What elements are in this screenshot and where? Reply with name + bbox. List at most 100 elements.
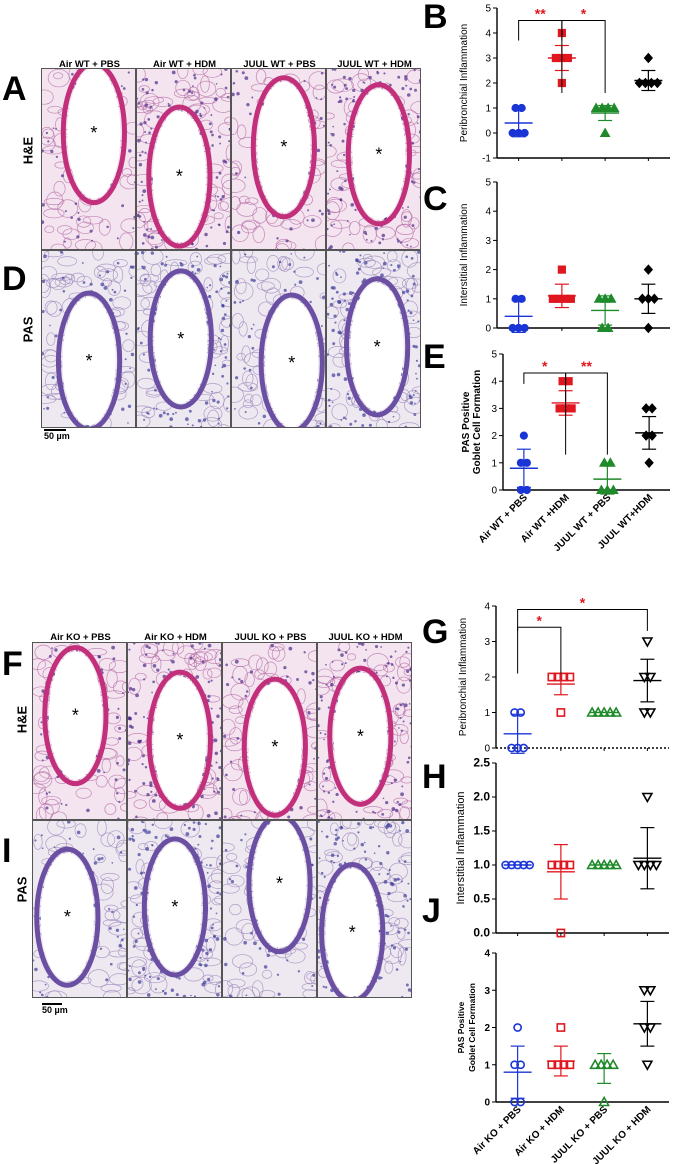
data-point <box>565 672 575 682</box>
data-point <box>644 985 657 997</box>
y-tick-label: 2 <box>484 673 490 684</box>
svg-text:*: * <box>72 706 79 726</box>
data-point <box>556 708 566 717</box>
row-label-he: H&E <box>20 136 36 165</box>
data-point <box>519 743 529 753</box>
y-axis-label: Interstitial Inflammation <box>459 204 470 307</box>
y-tick-label: 3 <box>485 54 491 65</box>
svg-text:*: * <box>349 923 356 943</box>
panel-label-e: E <box>423 338 446 376</box>
data-point <box>650 860 663 872</box>
panel-label-g: G <box>422 613 449 651</box>
significance-bracket <box>517 626 562 674</box>
column-label-4: JUUL WT + HDM <box>337 59 412 70</box>
data-point <box>547 860 557 870</box>
y-tick-label: 1 <box>484 708 490 719</box>
data-point <box>547 672 557 682</box>
y-tick-label: 2.0 <box>473 790 490 804</box>
data-point <box>643 322 654 334</box>
data-point <box>598 1095 610 1107</box>
row-label-he-ko: H&E <box>14 705 30 734</box>
data-point <box>644 860 657 872</box>
chart-peribronchial-wt: -1 0 1 2 3 4 5 Peribronchial Inflammation ** * <box>453 0 678 177</box>
data-point <box>520 128 529 138</box>
significance-bracket <box>565 372 608 455</box>
y-tick-label: 1 <box>484 1060 490 1071</box>
data-point <box>564 377 573 386</box>
data-point <box>641 637 654 648</box>
pas-micrograph-1: * <box>136 250 231 428</box>
row-label-pas-ko: PAS <box>14 876 30 903</box>
chart-pas-ko: 0 1 2 3 4 PAS PositiveGoblet Cell Formation Ai… <box>452 945 677 1164</box>
svg-text:*: * <box>280 137 287 157</box>
chart-interstitial-ko: 0.0 0.5 1.0 1.5 2.0 2.5 Interstitial Inflammat… <box>452 755 677 948</box>
svg-text:*: * <box>176 730 183 750</box>
data-point <box>567 404 576 413</box>
significance-bracket <box>517 609 648 631</box>
data-point <box>647 403 657 414</box>
chart-pas-wt: 0 1 2 3 4 5 PAS PositiveGoblet Cell Formation A… <box>453 346 678 587</box>
he-micrograph-1: * <box>136 68 231 250</box>
data-point <box>644 672 657 684</box>
y-tick-label: 4 <box>485 207 491 218</box>
data-point <box>513 1023 523 1032</box>
panel-label-d: D <box>2 260 27 298</box>
pas-micrograph-2: * <box>231 250 326 428</box>
he-micrograph-3: * <box>326 68 421 250</box>
data-point <box>607 1058 619 1070</box>
svg-text:*: * <box>375 144 382 164</box>
he-micrograph-5: * <box>127 642 222 820</box>
significance-label: * <box>581 6 587 22</box>
data-point <box>557 265 566 274</box>
data-point <box>510 708 520 717</box>
column-label-ko-2: Air KO + HDM <box>144 632 207 643</box>
data-point <box>643 264 654 275</box>
significance-label: ** <box>581 358 592 374</box>
pas-micrograph-4: * <box>32 820 127 998</box>
data-point <box>641 1060 654 1071</box>
y-tick-label: 4 <box>484 949 490 960</box>
y-tick-label: 0.5 <box>473 892 490 906</box>
he-micrograph-0: * <box>41 68 136 250</box>
y-tick-label: 2 <box>485 79 491 90</box>
pas-micrograph-5: * <box>127 820 222 998</box>
scale-bar-bottom <box>42 1003 62 1005</box>
data-point <box>638 860 651 872</box>
he-micrograph-4: * <box>32 642 127 820</box>
y-tick-label: 1 <box>485 104 491 115</box>
significance-bracket <box>561 20 606 93</box>
svg-text:*: * <box>176 167 183 187</box>
data-point <box>638 985 651 997</box>
column-label-1: Air WT + PBS <box>59 59 120 70</box>
row-label-pas: PAS <box>20 316 36 343</box>
data-point <box>644 708 657 719</box>
panel-label-j: J <box>422 892 441 930</box>
y-tick-label: 0 <box>484 1098 490 1109</box>
data-point <box>519 431 528 440</box>
panel-label-h: H <box>422 758 447 796</box>
y-tick-label: 1.5 <box>473 824 490 838</box>
data-point <box>516 708 526 717</box>
significance-label: * <box>580 598 586 611</box>
panel-label-c: C <box>423 180 448 218</box>
data-point <box>644 457 654 469</box>
he-micrograph-2: * <box>231 68 326 250</box>
y-tick-label: 2 <box>491 431 497 442</box>
svg-text:*: * <box>271 737 278 757</box>
data-point <box>641 792 654 804</box>
svg-text:*: * <box>64 907 71 927</box>
significance-label: * <box>542 358 548 374</box>
y-tick-label: 2.5 <box>473 756 490 770</box>
y-tick-label: 2 <box>485 265 491 276</box>
scale-bar-top <box>44 429 66 431</box>
data-point <box>605 293 617 303</box>
svg-text:*: * <box>288 353 295 373</box>
data-point <box>556 1023 566 1032</box>
y-tick-label: 5 <box>485 178 491 189</box>
y-tick-label: 2 <box>484 1023 490 1034</box>
pas-micrograph-6: * <box>222 820 317 998</box>
data-point <box>638 672 651 684</box>
column-label-ko-3: JUUL KO + PBS <box>234 632 307 643</box>
svg-text:*: * <box>86 351 93 371</box>
data-point <box>520 323 529 333</box>
